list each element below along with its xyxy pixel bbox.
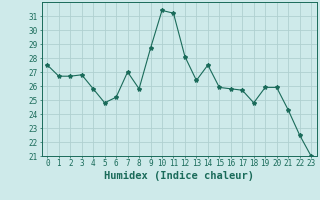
X-axis label: Humidex (Indice chaleur): Humidex (Indice chaleur): [104, 171, 254, 181]
